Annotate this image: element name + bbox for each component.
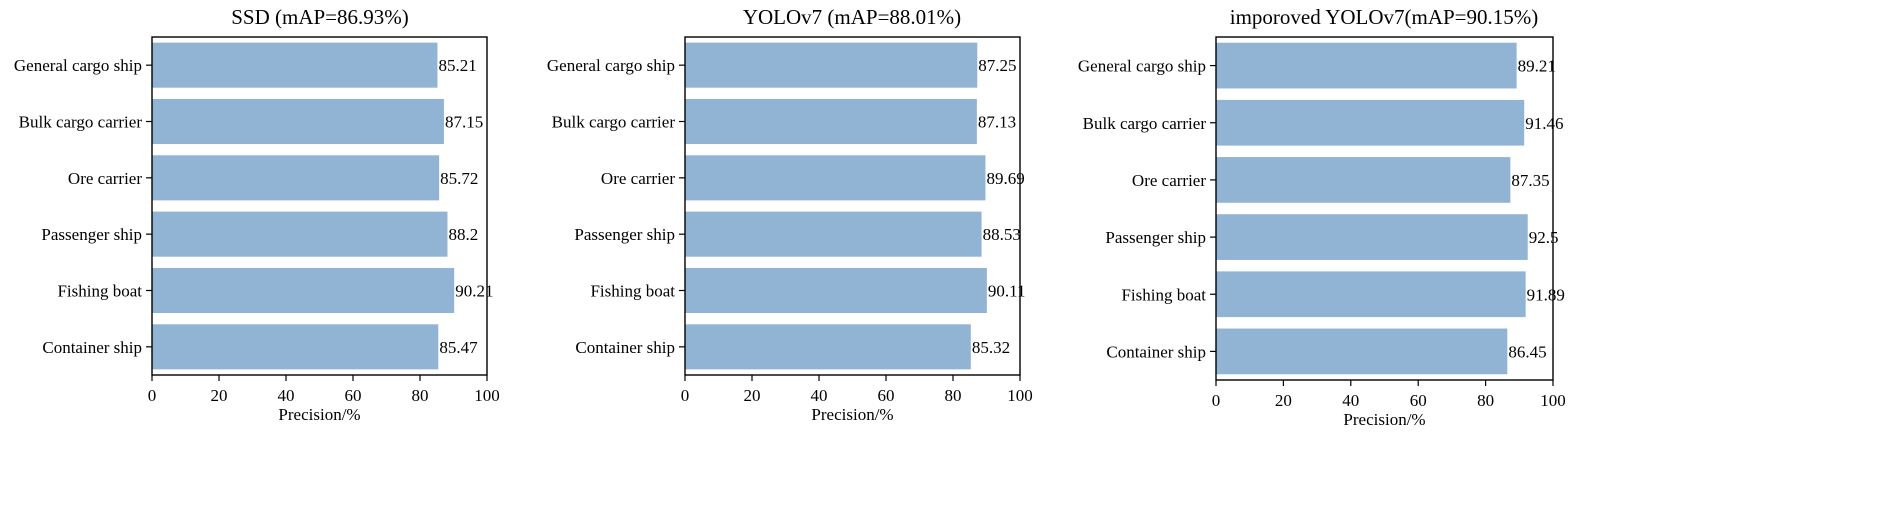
bar [685, 267, 987, 314]
x-tick-label: 60 [1410, 391, 1427, 410]
value-label: 85.72 [440, 169, 478, 188]
bar [152, 42, 438, 88]
x-tick-label: 80 [412, 386, 429, 405]
value-label: 85.21 [438, 56, 476, 75]
category-label: Passenger ship [41, 225, 142, 244]
value-label: 91.89 [1527, 285, 1565, 304]
category-label: Ore carrier [1132, 171, 1206, 190]
chart-title: YOLOv7 (mAP=88.01%) [743, 5, 961, 29]
chart-panel-1: SSD (mAP=86.93%) General cargo ship 85.21 B… [14, 5, 500, 424]
bar [152, 324, 439, 370]
value-label: 85.32 [972, 338, 1010, 357]
category-label: General cargo ship [14, 56, 142, 75]
bar [1216, 214, 1528, 260]
bar [1216, 328, 1508, 375]
category-label: Bulk cargo carrier [19, 113, 143, 132]
category-label: Fishing boat [1121, 285, 1206, 304]
value-label: 89.21 [1518, 57, 1556, 76]
value-label: 88.2 [448, 225, 478, 244]
category-label: Ore carrier [68, 169, 142, 188]
value-label: 90.21 [455, 282, 493, 301]
bar [1216, 271, 1526, 318]
bar [685, 324, 971, 370]
value-label: 89.69 [986, 169, 1024, 188]
category-label: Fishing boat [57, 282, 142, 301]
x-tick-label: 100 [474, 386, 500, 405]
x-axis-label: Precision/% [1343, 410, 1425, 429]
category-label: Container ship [575, 338, 675, 357]
x-axis-label: Precision/% [278, 405, 360, 424]
x-tick-label: 0 [1212, 391, 1221, 410]
chart-title: SSD (mAP=86.93%) [231, 5, 409, 29]
category-label: Container ship [42, 338, 142, 357]
category-label: Bulk cargo carrier [1083, 114, 1207, 133]
category-label: Passenger ship [574, 225, 675, 244]
x-tick-label: 20 [211, 386, 228, 405]
value-label: 92.5 [1529, 228, 1559, 247]
category-label: Fishing boat [590, 282, 675, 301]
axes-frame [1215, 36, 1554, 381]
category-label: Bulk cargo carrier [552, 113, 676, 132]
value-label: 87.25 [978, 56, 1016, 75]
bar [685, 155, 986, 201]
bar [152, 98, 444, 145]
value-label: 87.35 [1511, 171, 1549, 190]
category-label: Container ship [1106, 342, 1206, 361]
x-tick-label: 80 [945, 386, 962, 405]
chart-title: imporoved YOLOv7(mAP=90.15%) [1230, 5, 1539, 29]
bar [1216, 99, 1525, 146]
bar [685, 211, 982, 257]
category-label: General cargo ship [547, 56, 675, 75]
value-label: 86.45 [1508, 342, 1546, 361]
value-label: 87.13 [978, 113, 1016, 132]
x-tick-label: 0 [681, 386, 690, 405]
bar [685, 98, 977, 145]
x-tick-label: 40 [1342, 391, 1359, 410]
bar [1216, 42, 1517, 89]
category-label: Ore carrier [601, 169, 675, 188]
bar [152, 267, 455, 314]
x-tick-label: 60 [345, 386, 362, 405]
value-label: 85.47 [439, 338, 478, 357]
x-tick-label: 40 [278, 386, 295, 405]
bar [685, 42, 978, 88]
bar [1216, 157, 1511, 203]
x-axis-label: Precision/% [811, 405, 893, 424]
x-tick-label: 40 [811, 386, 828, 405]
category-label: Passenger ship [1105, 228, 1206, 247]
category-label: General cargo ship [1078, 57, 1206, 76]
x-tick-label: 100 [1007, 386, 1033, 405]
chart-panel-2: YOLOv7 (mAP=88.01%) General cargo ship 87.… [547, 5, 1033, 424]
chart-panel-3: imporoved YOLOv7(mAP=90.15%) General carg… [1078, 5, 1566, 429]
value-label: 87.15 [445, 113, 483, 132]
x-tick-label: 80 [1477, 391, 1494, 410]
bar [152, 155, 440, 201]
value-label: 90.11 [988, 282, 1026, 301]
bar [152, 211, 448, 257]
x-tick-label: 0 [148, 386, 157, 405]
value-label: 91.46 [1525, 114, 1563, 133]
axes-frame [684, 36, 1021, 376]
x-tick-label: 60 [878, 386, 895, 405]
x-tick-label: 20 [1275, 391, 1292, 410]
axes-frame [151, 36, 488, 376]
x-tick-label: 100 [1540, 391, 1566, 410]
value-label: 88.53 [983, 225, 1021, 244]
x-tick-label: 20 [744, 386, 761, 405]
